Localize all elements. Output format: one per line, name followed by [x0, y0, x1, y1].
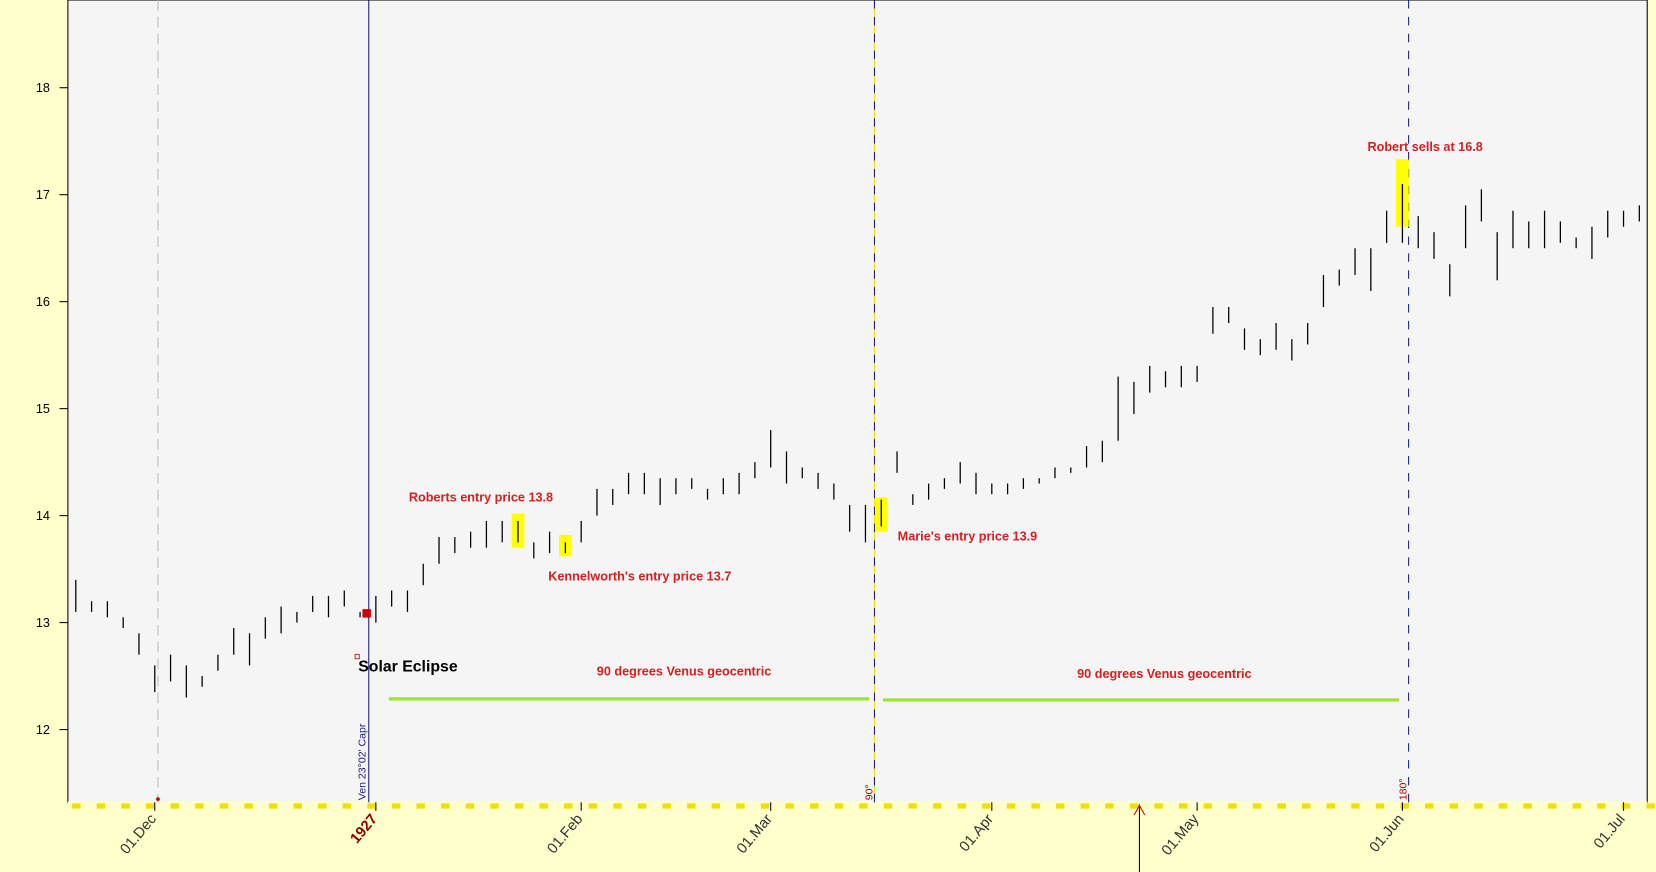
- axis-marker: [1351, 803, 1360, 809]
- x-tick-label: 01.Mar: [734, 811, 776, 857]
- axis-marker: [908, 803, 917, 809]
- annotation: 90 degrees Venus geocentric: [1077, 667, 1251, 681]
- axis-marker: [539, 803, 548, 809]
- axis-marker: [834, 803, 844, 809]
- axis-marker: [1252, 803, 1262, 809]
- axis-marker: [367, 803, 376, 809]
- axis-marker: [1547, 803, 1557, 809]
- axis-marker: [465, 803, 475, 809]
- axis-marker: [293, 803, 302, 809]
- axis-marker: [1424, 803, 1434, 809]
- axis-marker: [662, 803, 671, 809]
- axis-marker: [441, 803, 450, 809]
- axis-marker: [1031, 803, 1040, 809]
- eclipse-glyph: [354, 654, 360, 660]
- axis-marker: [588, 803, 598, 809]
- axis-marker: [785, 803, 794, 809]
- axis-marker: [637, 803, 647, 809]
- axis-marker: [342, 803, 352, 809]
- x-tick-label: 01.Apr: [957, 811, 997, 855]
- x-tick-label: 01.Jun: [1367, 812, 1408, 856]
- x-tick-label: 1927: [348, 812, 381, 847]
- annotation: Marie's entry price 13.9: [898, 530, 1038, 544]
- axis-marker: [96, 803, 106, 809]
- annotation: 180°: [1398, 778, 1410, 800]
- axis-marker: [1474, 803, 1483, 809]
- y-tick-label: 14: [36, 509, 50, 523]
- axis-marker: [1449, 803, 1459, 809]
- axis-marker: [318, 803, 327, 809]
- axis-marker: [1375, 803, 1385, 809]
- axis-marker: [564, 803, 573, 809]
- axis-marker: [1646, 803, 1655, 809]
- x-tick-label: 01.May: [1159, 811, 1203, 859]
- y-tick-label: 13: [36, 616, 50, 630]
- axis-marker: [613, 803, 622, 809]
- axis-marker: [1523, 803, 1532, 809]
- x-tick-label: 01.Dec: [118, 812, 160, 858]
- axis-marker: [121, 803, 130, 809]
- annotation: Robert sells at 16.8: [1367, 140, 1482, 154]
- axis-marker: [1572, 803, 1582, 809]
- axis-marker: [72, 803, 81, 809]
- axis-marker: [711, 803, 721, 809]
- axis-marker: [1498, 803, 1508, 809]
- annotation: 90 degrees Venus geocentric: [597, 665, 771, 679]
- axis-marker: [514, 803, 524, 809]
- axis-marker: [760, 803, 770, 809]
- axis-marker: [736, 803, 745, 809]
- annotation: Solar Eclipse: [358, 658, 458, 675]
- axis-marker: [1597, 803, 1606, 809]
- y-tick-label: 17: [36, 188, 50, 202]
- plot-area: [67, 0, 1648, 803]
- annotation: Kennelworth's entry price 13.7: [548, 570, 731, 584]
- cursor-arrow: [1133, 804, 1146, 816]
- y-tick-label: 15: [36, 402, 50, 416]
- axis-marker: [268, 803, 278, 809]
- axis-marker: [1154, 803, 1163, 809]
- x-tick-label: 01.Jul: [1591, 812, 1629, 852]
- axis-marker: [1203, 803, 1213, 809]
- date-marker: [156, 797, 160, 802]
- axis-marker: [1228, 803, 1237, 809]
- eclipse-marker: [362, 609, 371, 618]
- axis-marker: [1105, 803, 1114, 809]
- axis-marker: [170, 803, 179, 809]
- x-tick-label: 01.Feb: [545, 812, 587, 858]
- axis-marker: [957, 803, 967, 809]
- axis-marker: [1129, 803, 1139, 809]
- axis-marker: [145, 803, 155, 809]
- axis-marker: [1056, 803, 1065, 809]
- axis-marker: [810, 803, 819, 809]
- axis-marker: [859, 803, 868, 809]
- y-tick-label: 18: [36, 81, 50, 95]
- axis-marker: [219, 803, 229, 809]
- axis-marker: [933, 803, 942, 809]
- axis-marker: [1302, 803, 1311, 809]
- annotation: Roberts entry price 13.8: [409, 490, 553, 504]
- axis-marker: [416, 803, 425, 809]
- axis-marker: [1179, 803, 1188, 809]
- axis-marker: [1277, 803, 1286, 809]
- axis-marker: [244, 803, 253, 809]
- axis-marker: [1006, 803, 1016, 809]
- axis-marker: [687, 803, 696, 809]
- axis-marker: [1080, 803, 1090, 809]
- axis-marker: [195, 803, 204, 809]
- axis-marker: [883, 803, 893, 809]
- annotation: Ven 23°02' Capr: [357, 723, 369, 800]
- axis-marker: [982, 803, 991, 809]
- y-tick-label: 16: [36, 295, 50, 309]
- axis-marker: [1621, 803, 1631, 809]
- axis-marker: [490, 803, 499, 809]
- axis-marker: [391, 803, 401, 809]
- annotation: 90°: [863, 784, 875, 800]
- x-axis-strip: [67, 801, 1648, 810]
- axis-marker: [1326, 803, 1336, 809]
- axis-marker: [1400, 803, 1409, 809]
- y-tick-label: 12: [36, 723, 50, 737]
